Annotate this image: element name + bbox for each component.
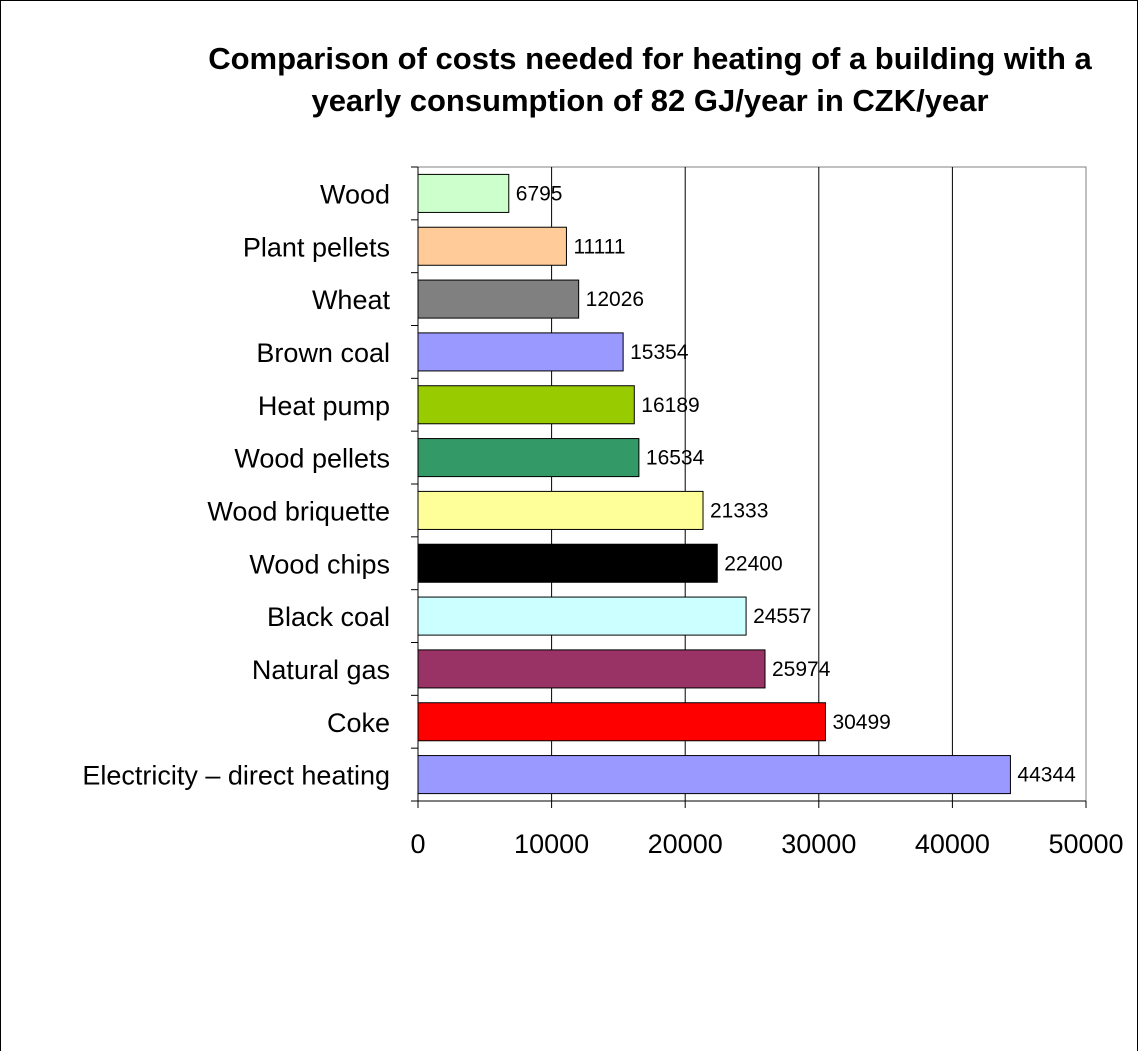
x-tick-label: 30000 [781, 829, 856, 859]
category-label: Wood [320, 179, 390, 209]
x-tick-label: 0 [410, 829, 425, 859]
bar [417, 543, 718, 583]
data-label: 30499 [832, 711, 890, 734]
bar [417, 490, 704, 530]
category-label: Heat pump [258, 391, 390, 421]
x-tick-label: 20000 [648, 829, 723, 859]
data-label: 16534 [646, 447, 705, 470]
bar [417, 596, 747, 636]
category-label: Black coal [267, 602, 390, 632]
x-tick-label: 50000 [1048, 829, 1123, 859]
x-tick-label: 10000 [514, 829, 589, 859]
data-label: 44344 [1017, 764, 1076, 787]
category-label: Brown coal [256, 338, 390, 368]
data-label: 24557 [753, 605, 811, 628]
data-label: 15354 [630, 341, 689, 364]
bar [417, 755, 1011, 795]
bar [417, 702, 826, 742]
category-label: Wheat [312, 285, 391, 315]
data-label: 21333 [710, 499, 768, 522]
bar [417, 332, 624, 372]
x-tick-label: 40000 [915, 829, 990, 859]
category-label: Plant pellets [243, 232, 390, 262]
bar [417, 649, 766, 689]
bar [417, 385, 635, 425]
chart-title: Comparison of costs needed for heating o… [208, 41, 1092, 118]
category-label: Wood briquette [207, 496, 390, 526]
category-label: Electricity – direct heating [82, 761, 390, 791]
category-label: Wood chips [249, 549, 390, 579]
category-label: Wood pellets [234, 444, 390, 474]
data-label: 11111 [573, 235, 625, 258]
category-label: Coke [327, 708, 390, 738]
data-label: 22400 [724, 552, 782, 575]
bar [417, 438, 640, 478]
data-label: 12026 [586, 288, 644, 311]
bar [417, 279, 580, 319]
category-label: Natural gas [252, 655, 390, 685]
data-label: 25974 [772, 658, 831, 681]
bar [417, 173, 510, 213]
bar [417, 226, 567, 266]
data-label: 6795 [516, 182, 563, 205]
data-label: 16189 [641, 394, 699, 417]
